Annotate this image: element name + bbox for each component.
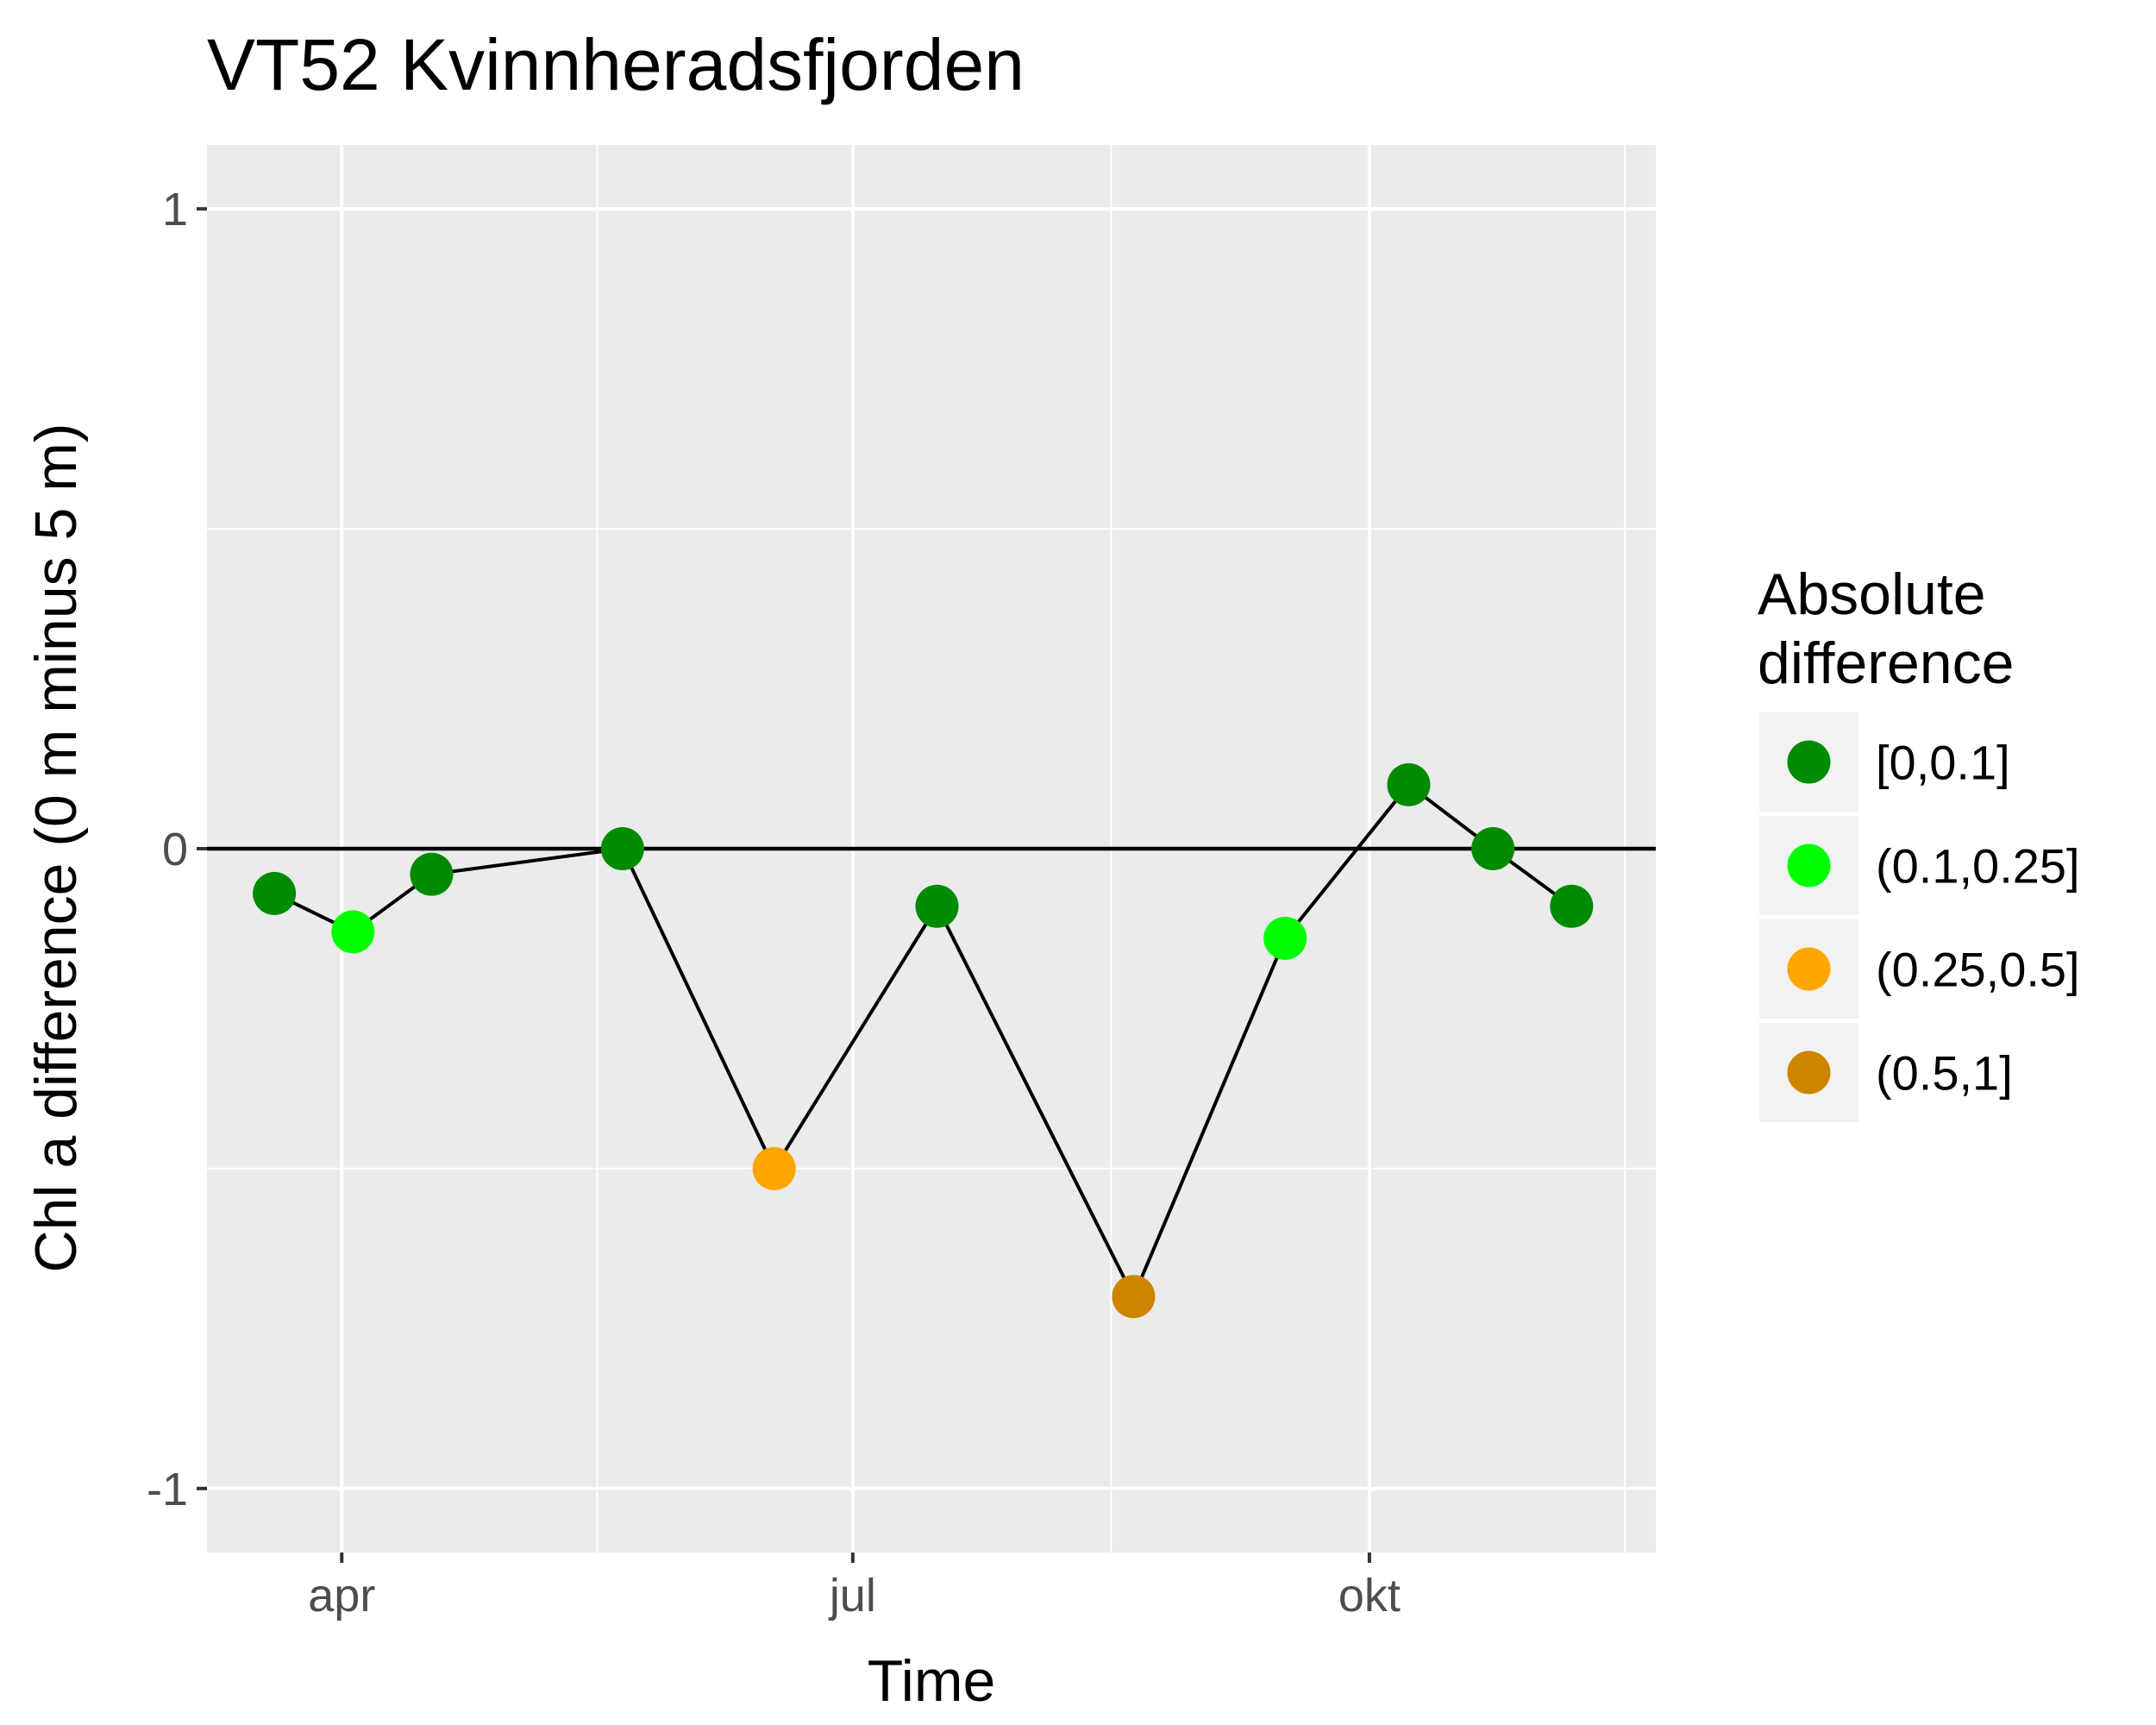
legend-label: (0.25,0.5] bbox=[1876, 943, 2080, 997]
data-point bbox=[915, 884, 959, 928]
y-axis-title: Chl a difference (0 m minus 5 m) bbox=[23, 423, 89, 1272]
legend-label: (0.5,1] bbox=[1876, 1046, 2013, 1101]
data-point bbox=[600, 827, 644, 870]
x-tick-label: okt bbox=[1338, 1570, 1401, 1622]
data-point bbox=[1263, 916, 1307, 960]
x-axis-title: Time bbox=[868, 1648, 996, 1714]
x-axis-ticks: apr jul okt bbox=[308, 1552, 1401, 1622]
data-point bbox=[410, 852, 454, 896]
legend-key-dot bbox=[1787, 844, 1831, 888]
data-point bbox=[1112, 1275, 1156, 1319]
chart-title: VT52 Kvinnheradsfjorden bbox=[207, 24, 1025, 105]
data-point bbox=[1550, 884, 1594, 928]
data-points bbox=[253, 762, 1594, 1319]
legend-title: Absolute difference bbox=[1758, 561, 2014, 696]
legend-key-dot bbox=[1787, 947, 1831, 991]
y-tick-label: -1 bbox=[147, 1464, 188, 1515]
x-tick-label: jul bbox=[828, 1570, 876, 1622]
y-axis-ticks: -1 0 1 bbox=[147, 184, 207, 1515]
data-point bbox=[1387, 762, 1431, 806]
legend-key-dot bbox=[1787, 1051, 1831, 1095]
data-point bbox=[752, 1146, 796, 1190]
data-point bbox=[1471, 827, 1515, 870]
legend-title-line-1: Absolute bbox=[1758, 561, 1986, 627]
legend-entries: [0,0.1] (0.1,0.25] (0.25,0.5] (0.5,1] bbox=[1759, 712, 2080, 1122]
data-point bbox=[331, 910, 375, 954]
data-point bbox=[253, 871, 297, 915]
y-tick-label: 1 bbox=[162, 184, 188, 235]
legend: Absolute difference [0,0.1] (0.1,0.25] (0.… bbox=[1758, 561, 2080, 1122]
y-tick-label: 0 bbox=[162, 824, 188, 875]
legend-key-dot bbox=[1787, 740, 1831, 784]
legend-title-line-2: difference bbox=[1758, 630, 2014, 696]
legend-label: [0,0.1] bbox=[1876, 736, 2010, 790]
legend-label: (0.1,0.25] bbox=[1876, 839, 2080, 894]
x-tick-label: apr bbox=[308, 1570, 375, 1622]
